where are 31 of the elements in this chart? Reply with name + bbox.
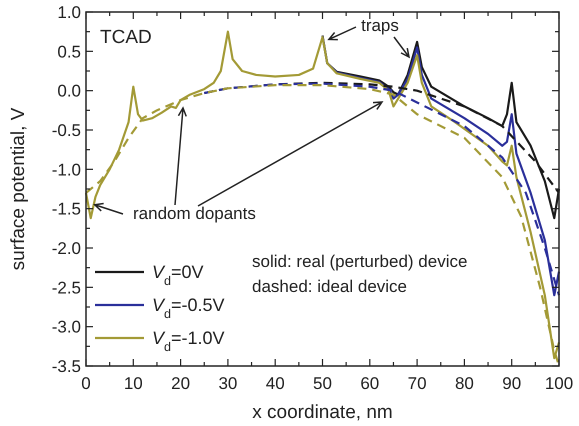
x-tick-label: 60 xyxy=(360,374,380,393)
x-tick-label: 0 xyxy=(81,374,91,393)
annotation: solid: real (perturbed) device xyxy=(252,252,468,271)
annotation: TCAD xyxy=(100,27,152,48)
y-tick-label: -3.0 xyxy=(52,318,81,337)
annotation: traps xyxy=(361,16,399,35)
y-tick-label: -1.0 xyxy=(52,160,81,180)
x-tick-label: 20 xyxy=(171,374,190,393)
y-tick-label: 0.5 xyxy=(57,42,81,62)
x-tick-label: 80 xyxy=(454,374,474,393)
y-tick-label: -0.5 xyxy=(52,121,81,140)
x-tick-label: 100 xyxy=(544,374,574,393)
x-tick-label: 30 xyxy=(218,374,238,393)
y-tick-label: 0.0 xyxy=(57,82,81,101)
annotation: dashed: ideal device xyxy=(252,277,408,296)
x-tick-label: 70 xyxy=(408,374,427,393)
y-tick-label: -2.0 xyxy=(52,239,81,258)
x-axis-title: x coordinate, nm xyxy=(252,402,393,423)
x-tick-label: 90 xyxy=(502,374,522,393)
y-axis-title: surface potential, V xyxy=(8,107,29,270)
legend-label: V$_{d}$=0V xyxy=(152,262,204,288)
legend-label: V$_{d}$=-1.0V xyxy=(152,328,225,354)
y-tick-label: -2.5 xyxy=(52,278,81,298)
legend-label: V$_{d}$=-0.5V xyxy=(152,295,225,321)
y-tick-label: -1.5 xyxy=(52,200,81,219)
x-tick-label: 10 xyxy=(124,374,143,393)
x-tick-label: 50 xyxy=(313,374,332,393)
y-tick-label: -3.5 xyxy=(52,357,81,376)
y-tick-label: 1.0 xyxy=(57,3,81,22)
annotation: random dopants xyxy=(133,204,256,223)
x-tick-label: 40 xyxy=(266,374,285,393)
